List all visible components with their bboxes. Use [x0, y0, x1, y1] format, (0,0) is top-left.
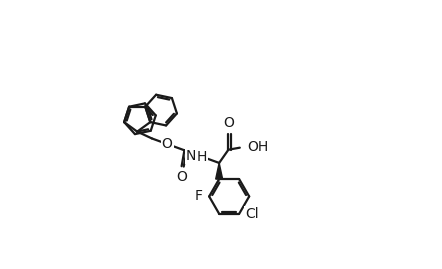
Polygon shape: [216, 163, 223, 179]
Text: OH: OH: [248, 140, 269, 154]
Text: N: N: [185, 149, 196, 163]
Text: Cl: Cl: [245, 207, 259, 221]
Text: O: O: [223, 116, 234, 130]
Text: H: H: [197, 150, 207, 164]
Text: O: O: [176, 170, 187, 184]
Text: O: O: [162, 137, 172, 151]
Text: F: F: [195, 189, 203, 203]
